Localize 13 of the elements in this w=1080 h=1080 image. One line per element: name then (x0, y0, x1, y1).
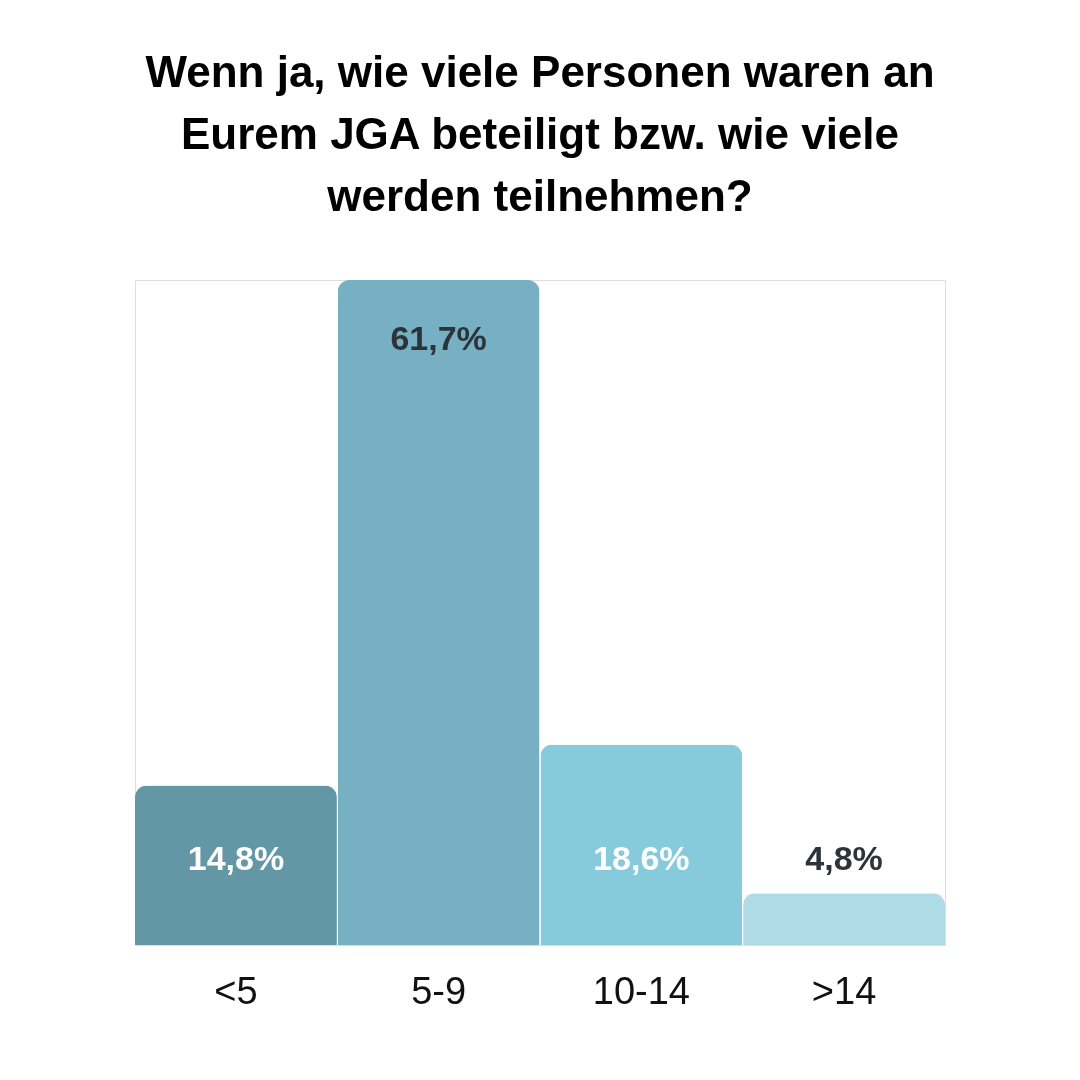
bar (540, 744, 743, 945)
x-tick-label: 10-14 (592, 969, 690, 1012)
chart-title: Wenn ja, wie viele Personen waren an Eurem JGA beteiligt bzw. wie viele werden teilnehmen? (145, 47, 935, 220)
data-label: 61,7% (390, 318, 487, 357)
data-label: 14,8% (187, 838, 285, 877)
bar (337, 280, 540, 945)
data-label: 4,8% (805, 838, 883, 877)
data-label: 18,6% (593, 838, 690, 877)
x-tick-label: <5 (214, 969, 258, 1012)
bar (135, 785, 337, 945)
x-tick-label: 5-9 (411, 969, 467, 1012)
x-tick-label: >14 (811, 969, 877, 1012)
bar (743, 893, 945, 945)
